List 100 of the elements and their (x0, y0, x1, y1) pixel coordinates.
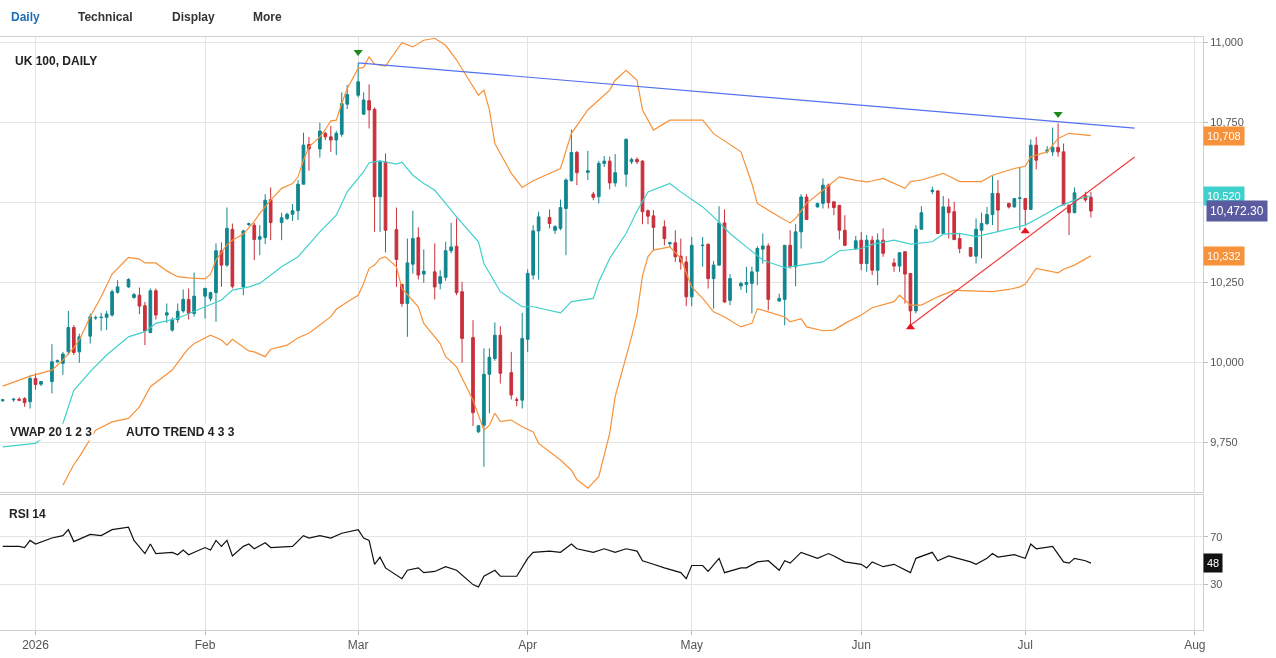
candlestick (536, 211, 541, 281)
candlestick (853, 235, 858, 251)
candlestick (132, 292, 136, 300)
candlestick (728, 273, 732, 306)
candlestick (509, 351, 514, 401)
candlestick (624, 137, 628, 188)
candlestick (875, 232, 880, 286)
x-tick-label: Feb (194, 638, 216, 653)
candlestick (700, 236, 705, 268)
candlestick (252, 222, 257, 261)
candlestick (186, 288, 191, 321)
y-tick-label: 30 (1210, 578, 1223, 591)
candlestick (334, 130, 339, 156)
candlestick (635, 156, 639, 165)
x-tick-label: Aug (1184, 638, 1206, 653)
candlestick (148, 288, 153, 334)
candlestick (66, 310, 71, 356)
candlestick (39, 380, 43, 387)
candlestick (1012, 198, 1017, 209)
candlestick (71, 324, 76, 356)
candlestick (361, 91, 366, 116)
annotation: 10,332 (1207, 250, 1241, 262)
line-series (62, 246, 1092, 489)
candlestick (1089, 191, 1093, 218)
candlestick (668, 241, 672, 248)
candlestick (613, 153, 618, 188)
x-tick-label: Apr (518, 638, 538, 653)
candlestick (1056, 122, 1060, 158)
candlestick (225, 207, 229, 268)
annotation: 48 (1207, 557, 1220, 569)
candlestick (323, 131, 328, 141)
text: Daily (11, 10, 41, 24)
candlestick (33, 372, 38, 391)
candlestick (493, 321, 497, 362)
candlestick (367, 83, 371, 130)
candlestick (935, 189, 940, 235)
candlestick (575, 150, 579, 186)
candlestick (1017, 166, 1022, 231)
candlestick (629, 157, 634, 165)
candlestick (438, 269, 443, 290)
point (353, 50, 363, 57)
candlestick (421, 248, 426, 284)
y-tick-label: 9,750 (1210, 435, 1238, 448)
candlestick (143, 301, 147, 346)
candlestick (870, 235, 875, 276)
candlestick (115, 279, 120, 295)
candlestick (17, 396, 21, 402)
candlestick (219, 241, 224, 288)
candlestick (777, 293, 782, 302)
candlestick (498, 325, 503, 385)
text: Display (172, 10, 216, 24)
y-tick-label: 70 (1210, 530, 1223, 543)
candlestick (405, 238, 410, 338)
candlestick (246, 222, 251, 227)
candlestick (1007, 202, 1011, 209)
line-series (2, 526, 1092, 588)
candlestick (372, 106, 377, 233)
x-tick-label: Jul (1017, 638, 1033, 653)
candlestick (432, 242, 437, 300)
candlestick (192, 272, 196, 318)
candlestick (585, 150, 590, 181)
line-series (2, 160, 1092, 448)
candlestick (760, 232, 765, 265)
candlestick (394, 207, 399, 288)
y-tick-label: 10,750 (1210, 115, 1244, 128)
candlestick (941, 195, 946, 235)
candlestick (241, 229, 246, 296)
annotation: VWAP 20 1 2 3 (10, 425, 93, 439)
point (1053, 112, 1063, 119)
candlestick (996, 179, 1000, 233)
y-tick-label: 10,250 (1210, 275, 1244, 288)
candlestick (804, 193, 809, 221)
candlestick (859, 231, 864, 271)
candlestick (788, 229, 792, 270)
y-tick-label: 10,000 (1210, 355, 1244, 368)
candlestick (957, 232, 962, 254)
candlestick (826, 183, 831, 209)
candlestick (11, 397, 16, 403)
candlestick (230, 223, 235, 289)
candlestick (591, 191, 596, 201)
candlestick (203, 287, 207, 320)
line-series (2, 37, 1092, 387)
candlestick (930, 186, 935, 195)
candlestick (328, 125, 333, 153)
x-tick-label: 2026 (22, 638, 50, 653)
x-tick-label: Jun (851, 638, 871, 653)
y-tick-label: 11,000 (1210, 35, 1244, 48)
text: UK 100, DAILY (15, 54, 98, 68)
annotation: 10,520 (1207, 190, 1241, 202)
candlestick (268, 186, 273, 241)
candlestick (383, 152, 388, 253)
candlestick (1023, 198, 1028, 226)
x-tick-label: Mar (347, 638, 369, 653)
candlestick (821, 177, 825, 209)
text: 10,472.30 (1210, 204, 1264, 218)
candlestick (164, 303, 169, 324)
candlestick (137, 287, 142, 315)
x-tick-label: May (680, 638, 704, 653)
candlestick (684, 255, 689, 307)
candlestick (471, 319, 475, 427)
